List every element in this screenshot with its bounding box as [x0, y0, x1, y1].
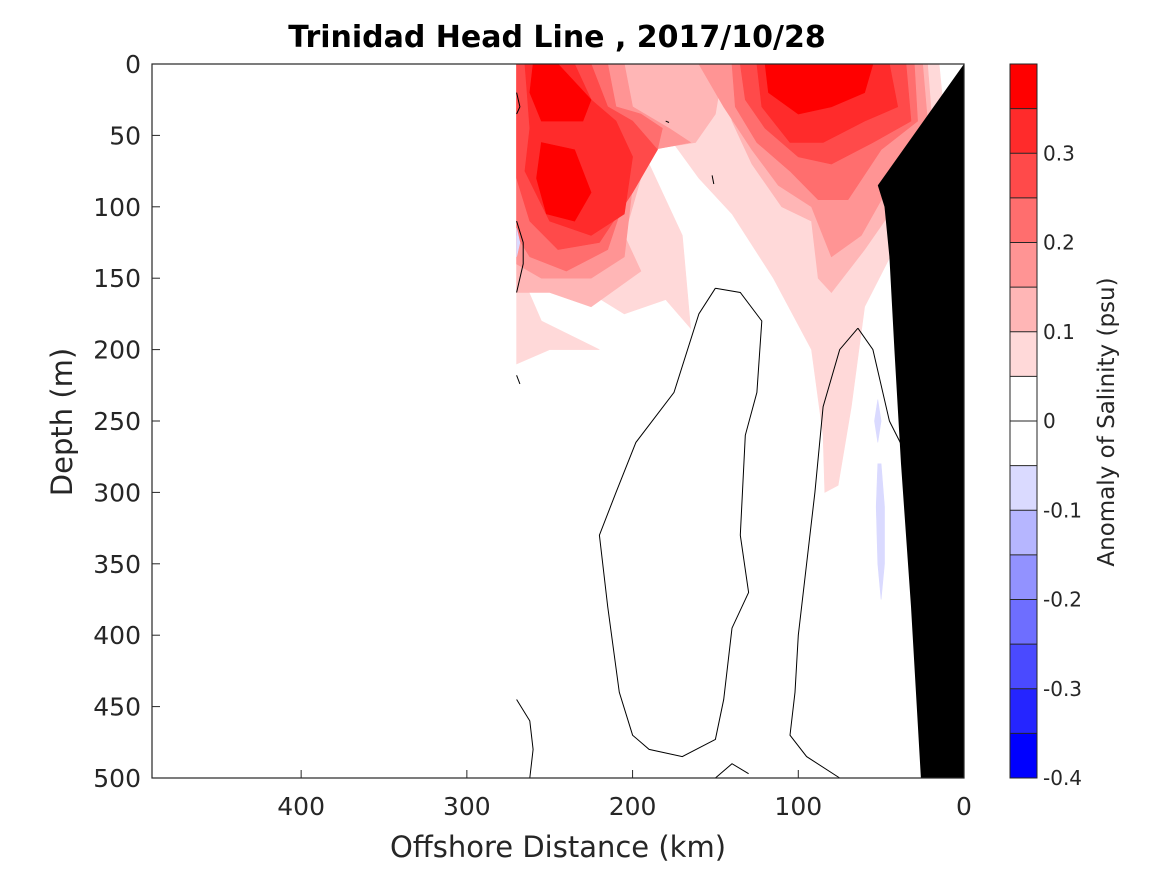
y-tick-label: 250 [93, 407, 141, 436]
x-tick-label: 200 [609, 792, 657, 821]
seafloor-mask [877, 64, 964, 778]
y-tick-label: 350 [93, 550, 141, 579]
colorbar-tick-label: 0.1 [1043, 320, 1075, 344]
x-tick-label: 400 [277, 792, 325, 821]
colorbar-swatch [1010, 599, 1037, 645]
colorbar-swatch [1010, 465, 1037, 511]
x-axis: 400 300 200 100 0 [277, 770, 972, 821]
zero-contour-line [516, 220, 524, 293]
chart-title: Trinidad Head Line , 2017/10/28 [288, 20, 825, 55]
zero-contour-line [789, 327, 859, 779]
colorbar-tick-label: -0.3 [1043, 677, 1082, 701]
colorbar-tick-label: -0.4 [1043, 766, 1082, 790]
anomaly-region [874, 399, 882, 443]
y-tick-label: 450 [93, 693, 141, 722]
y-tick-label: 100 [93, 193, 141, 222]
y-tick-label: 300 [93, 478, 141, 507]
colorbar-swatch [1010, 733, 1037, 779]
colorbar-label: Anomaly of Salinity (psu) [1094, 277, 1120, 566]
colorbar-swatch [1010, 510, 1037, 556]
x-tick-label: 0 [956, 792, 972, 821]
zero-contour-line [711, 175, 715, 185]
colorbar-swatch [1010, 376, 1037, 422]
anomaly-region [536, 142, 592, 222]
colorbar-tick-label: 0.3 [1043, 141, 1075, 165]
anomaly-region [516, 263, 600, 365]
colorbar-swatch [1010, 688, 1037, 734]
x-tick-label: 100 [774, 792, 822, 821]
x-axis-label: Offshore Distance (km) [390, 830, 726, 864]
y-tick-label: 0 [125, 50, 141, 79]
zero-contour-line [516, 92, 521, 115]
salinity-anomaly-field [516, 63, 948, 600]
colorbar-tick-label: -0.2 [1043, 588, 1082, 612]
zero-contour-line [665, 120, 670, 123]
y-tick-label: 200 [93, 336, 141, 365]
colorbar-swatch [1010, 331, 1037, 377]
y-tick-label: 500 [93, 764, 141, 793]
zero-contour-line [598, 287, 763, 758]
y-tick-label: 400 [93, 621, 141, 650]
anomaly-region [875, 463, 885, 600]
colorbar: 0.3 0.2 0.1 0 -0.1 -0.2 -0.3 -0.4 [1009, 63, 1082, 790]
x-tick-label: 300 [443, 792, 491, 821]
y-tick-label: 150 [93, 264, 141, 293]
bathymetry-polygon [877, 64, 964, 778]
colorbar-swatch [1010, 644, 1037, 690]
colorbar-swatch [1010, 421, 1037, 467]
y-axis-label: Depth (m) [45, 348, 79, 496]
y-axis: 0 50 100 150 200 250 300 350 400 450 500 [93, 50, 160, 793]
colorbar-swatch [1010, 554, 1037, 600]
colorbar-swatch [1010, 153, 1037, 199]
colorbar-swatch [1010, 287, 1037, 333]
anomaly-region [516, 228, 521, 257]
colorbar-swatch [1010, 108, 1037, 154]
y-tick-label: 50 [109, 121, 141, 150]
colorbar-swatch [1010, 197, 1037, 243]
zero-contour-line [516, 699, 534, 779]
colorbar-tick-label: 0.2 [1043, 231, 1075, 255]
colorbar-frame [1009, 63, 1038, 779]
colorbar-tick-label: -0.1 [1043, 498, 1082, 522]
zero-contour-line [715, 763, 749, 779]
colorbar-swatch [1010, 64, 1037, 110]
colorbar-tick-label: 0 [1043, 409, 1056, 433]
colorbar-swatch [1010, 242, 1037, 288]
zero-contour-line [516, 375, 521, 385]
